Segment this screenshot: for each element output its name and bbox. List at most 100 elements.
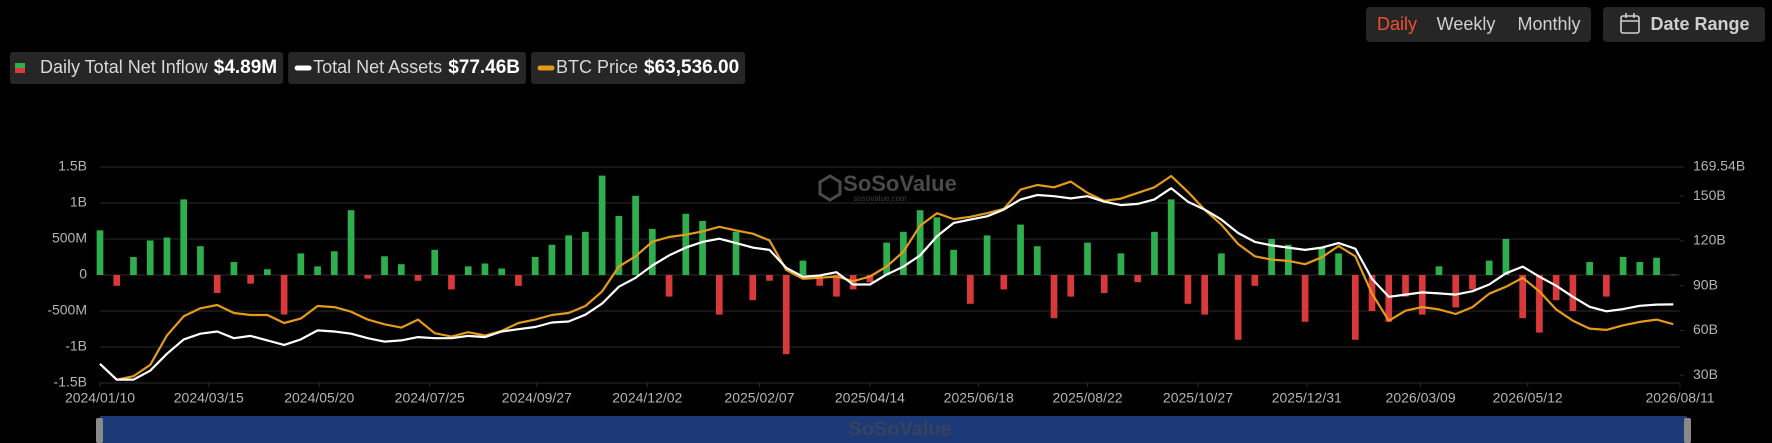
plot-area: -1.5B -1B -500M 0 500M 1B 1.5B 30B 60B 90B 120B 150… (47, 158, 1745, 406)
bar (983, 235, 991, 275)
line (99, 187, 1674, 381)
bar (866, 275, 874, 283)
navigator-handle[interactable] (96, 418, 103, 443)
bar (431, 249, 439, 275)
bar (1033, 246, 1041, 275)
period-button[interactable]: Daily (1377, 14, 1417, 34)
bar (381, 256, 388, 275)
bar (1335, 253, 1342, 275)
y2-tick-label: 120B (1693, 232, 1726, 248)
y-tick-label: -1B (65, 338, 87, 354)
bar (280, 275, 288, 315)
legend-value: $63,536.00 (644, 57, 739, 78)
legend-item[interactable] (531, 52, 746, 84)
period-button[interactable]: Monthly (1517, 14, 1580, 34)
x-tick-label: 2026/03/09 (1386, 390, 1456, 406)
navigator[interactable] (100, 416, 1687, 443)
bar (113, 275, 121, 286)
bar (1201, 275, 1209, 315)
bar (213, 275, 221, 293)
x-tick-label: 2024/05/20 (284, 390, 354, 406)
legend: Daily Total Net Inflow $4.89M Total Net As… (10, 52, 746, 84)
bar (1067, 275, 1075, 297)
bar (1050, 275, 1058, 319)
bar (1569, 275, 1577, 311)
x-tick-label: 2025/04/14 (835, 390, 905, 406)
watermark-url: sosovalue.com (853, 194, 907, 203)
y2-tick-label: 169.54B (1693, 158, 1745, 174)
bar (732, 231, 740, 275)
legend-name: Daily Total Net Inflow (40, 57, 209, 77)
period-button[interactable]: Weekly (1437, 14, 1496, 34)
legend-value: $77.46B (448, 57, 520, 78)
y-tick-label: -1.5B (54, 374, 87, 390)
bar (1502, 239, 1510, 275)
period-switch (1366, 7, 1591, 42)
bar (515, 275, 522, 286)
legend-swatch (15, 68, 25, 73)
bar (749, 275, 757, 301)
date-range-label[interactable]: Date Range (1650, 14, 1749, 34)
bar (163, 237, 171, 275)
bar (1218, 253, 1225, 275)
bar (799, 260, 807, 275)
x-tick-label: 2026/05/12 (1493, 390, 1563, 406)
bar (950, 249, 957, 275)
bar (1586, 262, 1593, 275)
bar (330, 251, 338, 275)
bar (1234, 275, 1242, 340)
legend-name: BTC Price (556, 57, 638, 77)
bar (1402, 275, 1409, 297)
bar (1435, 266, 1443, 275)
bar (1619, 257, 1627, 275)
y-tick-label: 500M (52, 230, 87, 246)
watermark-text: SoSoValue (848, 418, 951, 440)
legend-item[interactable] (288, 52, 527, 84)
bar (1017, 224, 1024, 275)
bar (1000, 275, 1008, 290)
x-tick-label: 2025/06/18 (944, 390, 1014, 406)
bar (180, 199, 188, 275)
bar (582, 231, 589, 275)
line (99, 174, 1674, 381)
navigator-handle[interactable] (1684, 418, 1691, 443)
x-tick-label: 2024/09/27 (502, 390, 572, 406)
bar (682, 213, 690, 275)
bar (364, 275, 372, 279)
bar (665, 275, 673, 297)
legend-item[interactable] (10, 52, 284, 84)
bar (699, 221, 706, 275)
date-range-button[interactable] (1603, 7, 1765, 42)
bar (1268, 239, 1275, 275)
bar (230, 262, 238, 275)
bar (648, 228, 656, 275)
bar (548, 244, 556, 275)
bar (1134, 275, 1142, 283)
bar (1084, 242, 1091, 275)
y-tick-label: 0 (79, 266, 87, 282)
bar (1117, 253, 1125, 275)
bar (1167, 199, 1175, 275)
bar (565, 235, 572, 275)
x-tick-label: 2025/12/31 (1272, 390, 1342, 406)
bar (1669, 274, 1677, 276)
bar (916, 210, 924, 275)
y-tick-label: 1B (70, 194, 87, 210)
bar (598, 175, 606, 275)
bar (632, 195, 639, 275)
legend-value: $4.89M (214, 57, 277, 78)
bar (966, 275, 974, 304)
bar (933, 217, 941, 275)
bar (1603, 275, 1610, 297)
x-tick-label: 2026/08/11 (1645, 390, 1714, 406)
bar (146, 240, 154, 275)
bar (833, 275, 840, 297)
watermark: SoSoValue sosovalue.com (818, 171, 957, 203)
bar (1318, 247, 1326, 275)
legend-swatch (15, 63, 25, 68)
y2-tick-label: 90B (1693, 276, 1718, 292)
bar (481, 263, 489, 275)
bar (1385, 275, 1393, 322)
bar (314, 266, 321, 275)
